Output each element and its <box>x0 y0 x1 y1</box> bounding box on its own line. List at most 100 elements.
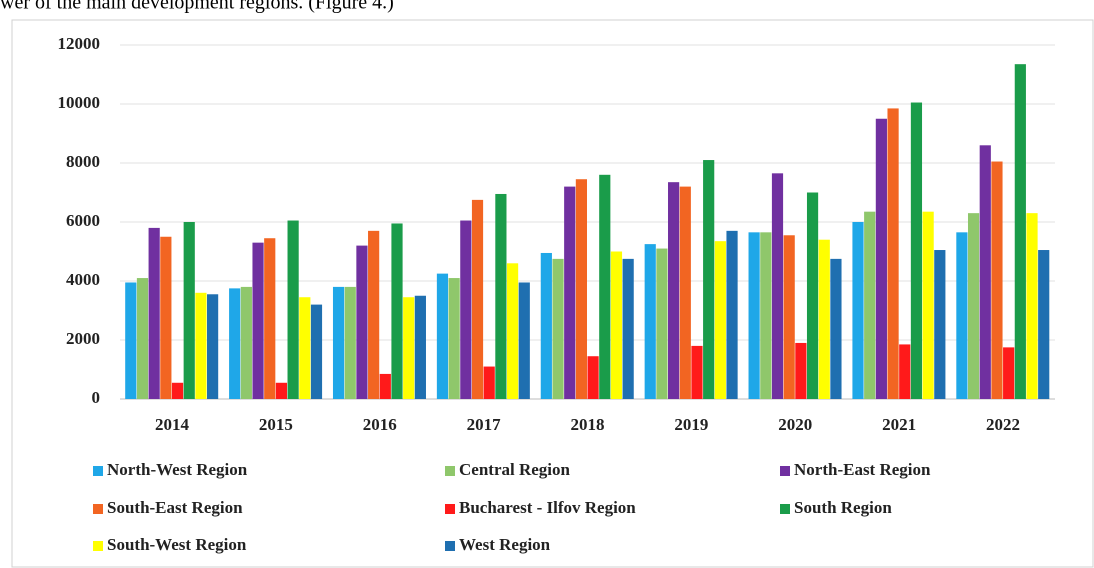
bar <box>540 252 552 399</box>
bar <box>899 344 911 399</box>
bar <box>379 373 391 399</box>
legend-label: North-West Region <box>107 460 248 479</box>
x-tick-label: 2017 <box>467 415 502 434</box>
bar <box>703 160 715 399</box>
bar <box>656 248 668 399</box>
bar <box>922 211 934 399</box>
bar <box>403 297 415 399</box>
bar <box>771 173 784 399</box>
legend-label: Bucharest - Ilfov Region <box>459 498 636 517</box>
bar <box>1038 250 1050 399</box>
bar <box>332 286 345 399</box>
bar <box>714 241 726 399</box>
bar <box>910 102 923 400</box>
bar <box>575 179 587 399</box>
bar <box>552 258 564 399</box>
bar <box>287 220 299 399</box>
bar <box>748 232 760 399</box>
bar <box>1026 213 1038 399</box>
bar <box>795 342 807 399</box>
bar <box>726 230 738 399</box>
bar <box>679 186 691 399</box>
bar <box>760 232 772 399</box>
x-tick-label: 2019 <box>674 415 708 434</box>
legend-label: North-East Region <box>794 460 931 479</box>
legend-label: Central Region <box>459 460 571 479</box>
y-tick-label: 2000 <box>66 329 100 348</box>
bar <box>599 174 611 399</box>
bar <box>934 250 946 399</box>
x-tick-label: 2020 <box>778 415 812 434</box>
bar <box>644 244 656 399</box>
bar <box>264 238 276 399</box>
bar <box>195 292 207 399</box>
bar <box>956 232 968 399</box>
y-tick-label: 4000 <box>66 270 100 289</box>
legend-swatch <box>780 504 790 514</box>
legend-swatch <box>93 541 103 551</box>
bar <box>518 282 530 399</box>
bar <box>818 239 830 399</box>
bar <box>483 366 495 399</box>
legend-swatch <box>93 504 103 514</box>
bar <box>806 192 819 399</box>
bar <box>622 258 634 399</box>
bar <box>436 273 449 399</box>
x-tick-label: 2022 <box>986 415 1020 434</box>
bar <box>471 199 484 399</box>
bar <box>587 356 599 399</box>
legend-swatch <box>445 541 455 551</box>
x-tick-label: 2014 <box>155 415 190 434</box>
legend-label: West Region <box>459 535 551 554</box>
bar <box>864 211 876 399</box>
legend-swatch <box>93 466 103 476</box>
bar <box>207 294 219 399</box>
caption: wer of the main development regions. (Fi… <box>0 0 394 14</box>
y-tick-label: 8000 <box>66 152 100 171</box>
y-tick-label: 6000 <box>66 211 100 230</box>
bar <box>979 145 991 399</box>
y-tick-label: 0 <box>92 388 101 407</box>
bar <box>310 304 323 399</box>
bar <box>610 251 623 399</box>
bar <box>391 223 403 399</box>
bar <box>564 186 576 399</box>
bar <box>148 227 160 399</box>
bar <box>414 295 426 399</box>
bar <box>991 161 1003 399</box>
bar <box>136 278 149 399</box>
bar <box>887 108 899 400</box>
bar <box>356 245 368 399</box>
bar <box>668 182 680 399</box>
legend-label: South Region <box>794 498 892 517</box>
bar <box>830 258 842 399</box>
bar <box>125 282 137 399</box>
legend-label: South-East Region <box>107 498 243 517</box>
bar <box>171 382 184 399</box>
y-tick-label: 12000 <box>58 34 101 53</box>
bar <box>495 193 507 399</box>
bar <box>240 286 252 399</box>
legend-swatch <box>780 466 790 476</box>
x-tick-label: 2021 <box>882 415 916 434</box>
bar <box>783 235 795 399</box>
bar <box>368 230 380 399</box>
legend-swatch <box>445 504 455 514</box>
bar <box>229 288 241 399</box>
bar <box>275 382 288 399</box>
bar <box>460 220 472 399</box>
bar <box>448 278 460 399</box>
legend-label: South-West Region <box>107 535 247 554</box>
x-tick-label: 2016 <box>363 415 397 434</box>
bar <box>344 286 356 399</box>
bar <box>160 236 172 399</box>
chart-frame <box>11 19 1094 568</box>
bar <box>506 263 519 399</box>
bar <box>1014 64 1026 400</box>
bar <box>967 213 980 399</box>
bar <box>691 345 703 399</box>
x-tick-label: 2015 <box>259 415 293 434</box>
x-tick-label: 2018 <box>571 415 605 434</box>
bar <box>852 222 864 399</box>
